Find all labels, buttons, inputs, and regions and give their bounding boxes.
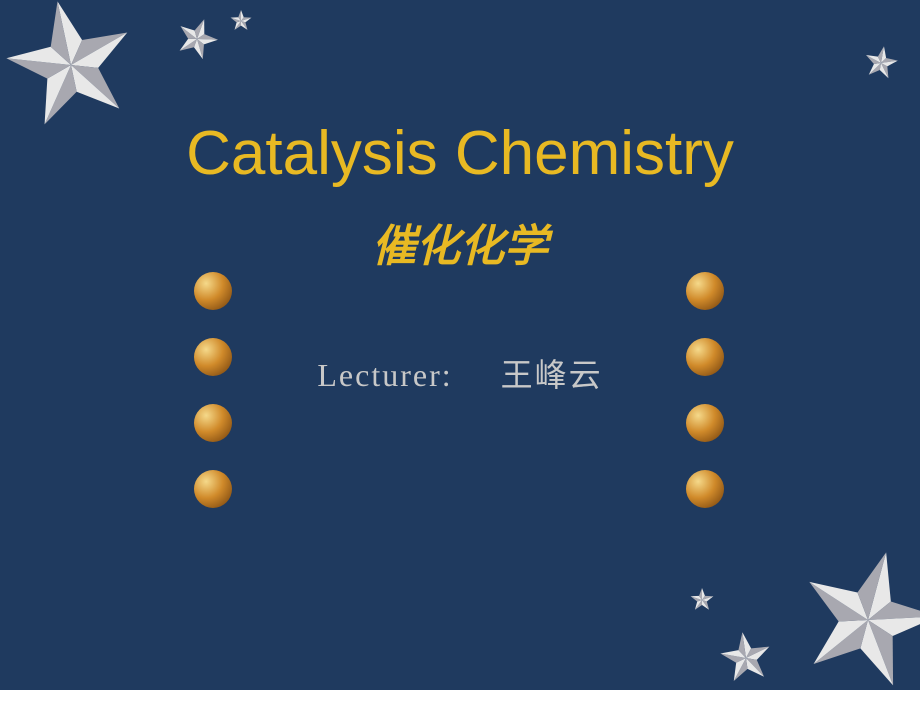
star-icon [170,12,224,66]
lecturer-name: 王峰云 [501,357,603,393]
lecturer-line: Lecturer: 王峰云 [0,350,920,396]
slide-subtitle: 催化化学 [0,210,920,274]
decorative-sphere [194,272,232,310]
lecturer-label: Lecturer: [317,357,452,393]
slide-title: Catalysis Chemistry [0,118,920,189]
decorative-sphere [194,338,232,376]
decorative-sphere [194,404,232,442]
decorative-sphere [686,272,724,310]
decorative-sphere [686,470,724,508]
decorative-sphere [194,470,232,508]
decorative-sphere [686,338,724,376]
star-icon [861,43,900,82]
slide: Catalysis Chemistry 催化化学 Lecturer: 王峰云 [0,0,920,690]
decorative-sphere [686,404,724,442]
star-icon [717,629,776,688]
star-icon [230,10,252,32]
star-icon [782,534,920,705]
star-icon [690,588,714,612]
